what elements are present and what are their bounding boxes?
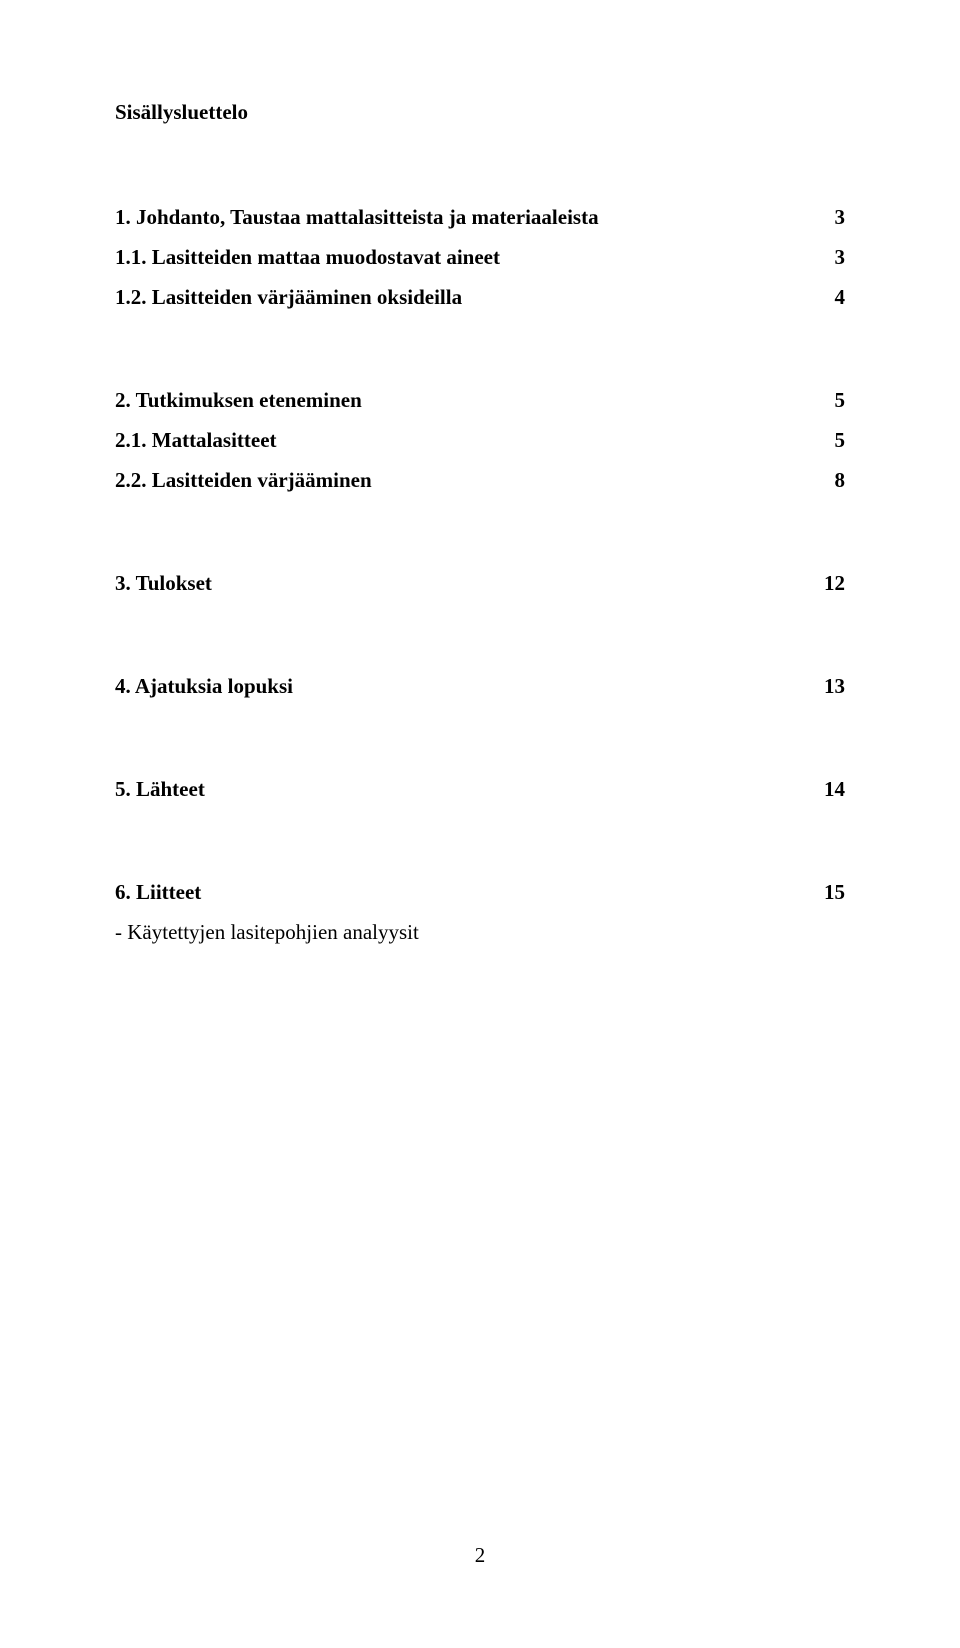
toc-label: 2.2. Lasitteiden värjääminen <box>115 468 372 493</box>
toc-row: 2.1. Mattalasitteet 5 <box>115 428 845 453</box>
toc-page: 8 <box>835 468 846 493</box>
toc-row: 1. Johdanto, Taustaa mattalasitteista ja… <box>115 205 845 230</box>
toc-row: 3. Tulokset 12 <box>115 571 845 596</box>
toc-row: 1.2. Lasitteiden värjääminen oksideilla … <box>115 285 845 310</box>
toc-label: 2. Tutkimuksen eteneminen <box>115 388 362 413</box>
toc-row: 2.2. Lasitteiden värjääminen 8 <box>115 468 845 493</box>
toc-page: 12 <box>824 571 845 596</box>
toc-row: 6. Liitteet 15 <box>115 880 845 905</box>
toc-row: 1.1. Lasitteiden mattaa muodostavat aine… <box>115 245 845 270</box>
toc-page: 13 <box>824 674 845 699</box>
page-number: 2 <box>475 1543 486 1568</box>
toc-page: 3 <box>835 205 846 230</box>
toc-page: 14 <box>824 777 845 802</box>
page-title: Sisällysluettelo <box>115 100 845 125</box>
toc-label: 1.1. Lasitteiden mattaa muodostavat aine… <box>115 245 500 270</box>
toc-page: 15 <box>824 880 845 905</box>
toc-label: 6. Liitteet <box>115 880 201 905</box>
toc-label: 4. Ajatuksia lopuksi <box>115 674 293 699</box>
toc-row: 4. Ajatuksia lopuksi 13 <box>115 674 845 699</box>
toc-label: 1. Johdanto, Taustaa mattalasitteista ja… <box>115 205 599 230</box>
toc-label: 2.1. Mattalasitteet <box>115 428 277 453</box>
toc-page: 4 <box>835 285 846 310</box>
toc-row: 5. Lähteet 14 <box>115 777 845 802</box>
toc-label: 1.2. Lasitteiden värjääminen oksideilla <box>115 285 462 310</box>
toc-label: 3. Tulokset <box>115 571 212 596</box>
toc-row: 2. Tutkimuksen eteneminen 5 <box>115 388 845 413</box>
toc-page: 5 <box>835 428 846 453</box>
toc-subitem: - Käytettyjen lasitepohjien analyysit <box>115 920 845 945</box>
toc-page: 5 <box>835 388 846 413</box>
toc-page: 3 <box>835 245 846 270</box>
toc-label: 5. Lähteet <box>115 777 205 802</box>
